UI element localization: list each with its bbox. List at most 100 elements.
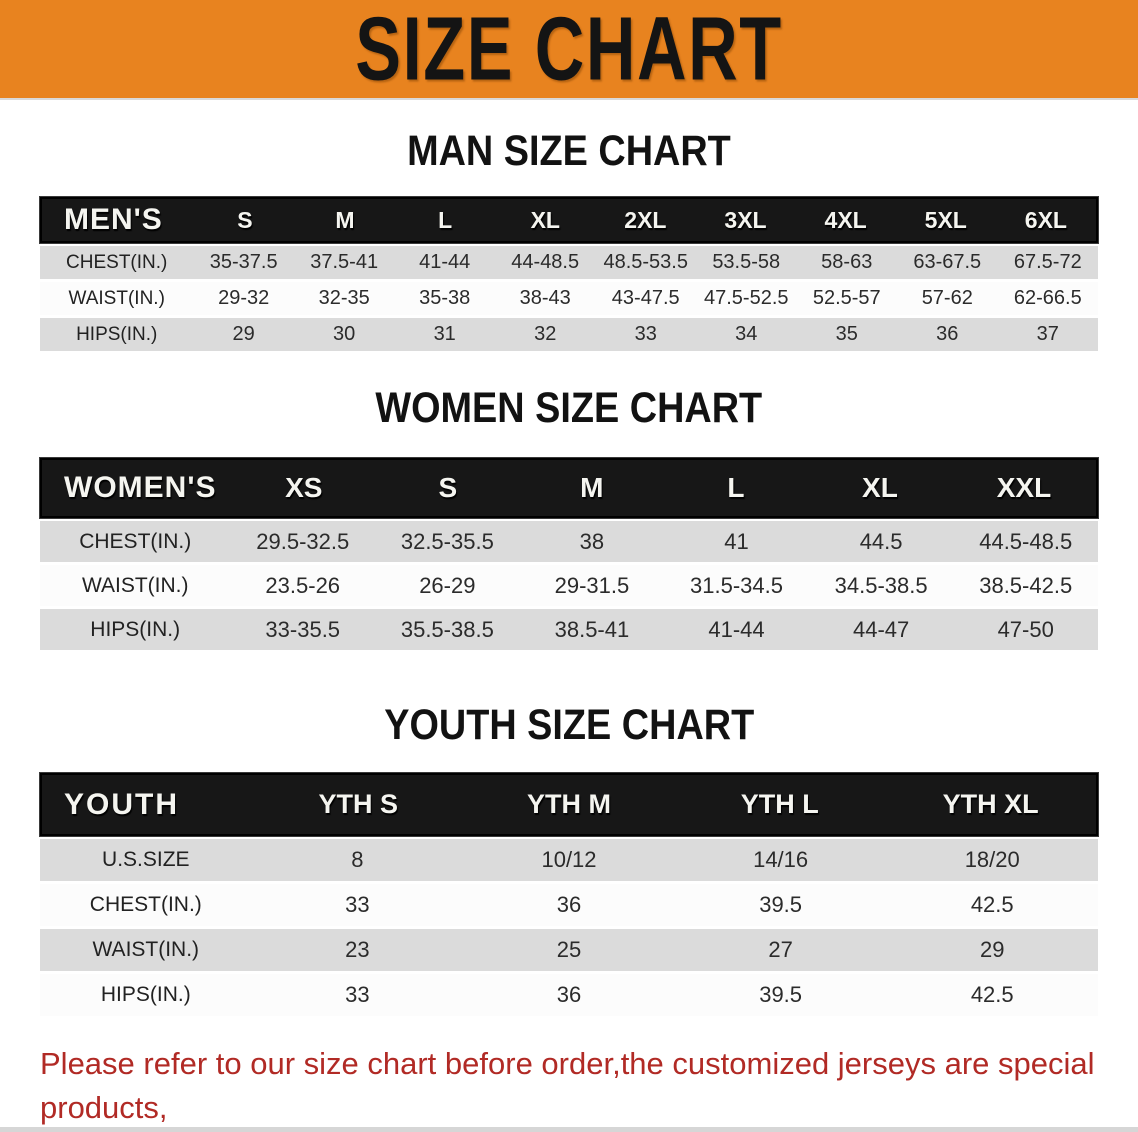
table-row: U.S.SIZE 8 10/12 14/16 18/20 <box>40 839 1098 881</box>
size-value-cell: 58-63 <box>821 251 873 273</box>
size-value-cell: 10/12 <box>541 847 597 872</box>
size-value-cell: 41-44 <box>708 616 765 642</box>
size-value-cell: 34.5-38.5 <box>834 572 928 598</box>
size-value-cell: 31.5-34.5 <box>690 572 783 598</box>
size-value-cell: 38 <box>579 528 605 554</box>
size-value-cell: 29 <box>979 937 1005 962</box>
bottom-edge-strip <box>0 1127 1138 1132</box>
size-column-header: M <box>580 472 604 503</box>
table-header-row: WOMEN'S XS S M L XL XXL <box>40 458 1098 518</box>
women-size-chart-heading: WOMEN SIZE CHART <box>0 385 1138 431</box>
size-value-cell: 14/16 <box>753 847 809 872</box>
banner-title: SIZE CHART <box>355 0 783 99</box>
size-column-header: M <box>335 206 355 233</box>
size-value-cell: 31 <box>433 323 456 345</box>
row-label: HIPS(IN.) <box>76 323 158 345</box>
size-value-cell: 47.5-52.5 <box>703 287 789 309</box>
size-value-cell: 33-35.5 <box>265 616 341 642</box>
size-value-cell: 62-66.5 <box>1013 287 1082 309</box>
row-label: WAIST(IN.) <box>81 573 189 597</box>
size-value-cell: 67.5-72 <box>1013 251 1082 273</box>
size-chart-banner: SIZE CHART <box>0 0 1138 100</box>
women-size-table: WOMEN'S XS S M L XL XXL CHEST(IN.) 29.5-32.5 32.5… <box>40 458 1098 650</box>
table-header-row: MEN'S S M L XL 2XL 3XL 4XL 5XL 6XL <box>40 197 1098 243</box>
size-value-cell: 27 <box>768 937 793 962</box>
women-size-chart-heading-text: WOMEN SIZE CHART <box>375 384 763 432</box>
size-value-cell: 35.5-38.5 <box>400 616 494 642</box>
table-title-cell: YOUTH <box>64 787 179 821</box>
row-label: WAIST(IN.) <box>68 287 165 309</box>
size-value-cell: 33 <box>634 323 657 345</box>
size-value-cell: 35-38 <box>419 287 471 309</box>
size-value-cell: 34 <box>735 323 758 345</box>
size-column-header: XL <box>530 206 560 233</box>
order-disclaimer: Please refer to our size chart before or… <box>40 1042 1098 1132</box>
table-row: WAIST(IN.) 23.5-26 26-29 29-31.5 31.5-34.5 34… <box>40 565 1098 606</box>
size-value-cell: 37.5-41 <box>310 251 379 273</box>
row-label: HIPS(IN.) <box>100 983 191 1006</box>
size-column-header: YTH M <box>526 789 611 819</box>
size-value-cell: 36 <box>556 982 582 1007</box>
size-value-cell: 48.5-53.5 <box>603 251 688 273</box>
man-size-chart-heading: MAN SIZE CHART <box>0 128 1138 174</box>
size-value-cell: 44-47 <box>852 616 910 642</box>
size-value-cell: 63-67.5 <box>913 251 982 273</box>
size-value-cell: 32 <box>534 323 557 345</box>
youth-size-chart-heading-text: YOUTH SIZE CHART <box>383 701 754 749</box>
man-size-chart-heading-text: MAN SIZE CHART <box>407 127 731 175</box>
size-column-header: L <box>727 472 745 503</box>
size-value-cell: 53.5-58 <box>712 251 781 273</box>
size-value-cell: 18/20 <box>964 847 1020 872</box>
size-value-cell: 42.5 <box>970 892 1014 917</box>
size-value-cell: 32-35 <box>318 287 370 309</box>
size-column-header: XL <box>862 472 898 503</box>
size-value-cell: 44.5-48.5 <box>979 528 1073 554</box>
size-value-cell: 44.5 <box>859 528 903 554</box>
size-column-header: S <box>237 206 253 233</box>
size-column-header: L <box>438 206 453 233</box>
table-row: CHEST(IN.) 29.5-32.5 32.5-35.5 38 41 44.5 44.5… <box>40 521 1098 562</box>
size-value-cell: 35 <box>835 323 858 345</box>
row-label: U.S.SIZE <box>102 848 190 871</box>
size-value-cell: 38.5-41 <box>554 616 630 642</box>
size-value-cell: 29.5-32.5 <box>256 528 350 554</box>
size-value-cell: 29-32 <box>218 287 270 309</box>
table-row: WAIST(IN.) 23 25 27 29 <box>40 929 1098 971</box>
row-label: CHEST(IN.) <box>66 251 168 273</box>
size-column-header: 4XL <box>824 206 867 233</box>
size-value-cell: 33 <box>345 892 370 917</box>
size-value-cell: 23 <box>345 937 370 962</box>
row-label: CHEST(IN.) <box>89 893 202 916</box>
size-value-cell: 25 <box>556 937 582 962</box>
size-column-header: YTH S <box>318 789 398 819</box>
size-column-header: XS <box>285 472 323 503</box>
table-row: WAIST(IN.) 29-32 32-35 35-38 38-43 43-47.5 47.… <box>40 282 1098 315</box>
table-title-cell: MEN'S <box>64 203 163 236</box>
disclaimer-line-1: Please refer to our size chart before or… <box>40 1046 1095 1126</box>
table-row: HIPS(IN.) 33-35.5 35.5-38.5 38.5-41 41-44 44-… <box>40 609 1098 650</box>
size-value-cell: 26-29 <box>419 572 476 598</box>
size-column-header: S <box>438 472 458 503</box>
row-label: WAIST(IN.) <box>92 938 200 961</box>
table-row: CHEST(IN.) 33 36 39.5 42.5 <box>40 884 1098 926</box>
table-header-row: YOUTH YTH S YTH M YTH L YTH XL <box>40 773 1098 836</box>
size-value-cell: 39.5 <box>759 892 803 917</box>
table-row: HIPS(IN.) 29 30 31 32 33 34 35 36 37 <box>40 318 1098 351</box>
table-row: HIPS(IN.) 33 36 39.5 42.5 <box>40 974 1098 1016</box>
size-column-header: XXL <box>996 472 1052 503</box>
youth-size-chart-heading: YOUTH SIZE CHART <box>0 702 1138 748</box>
men-size-table: MEN'S S M L XL 2XL 3XL 4XL 5XL 6XL CHEST(IN.) 35-37… <box>40 197 1098 351</box>
table-row: CHEST(IN.) 35-37.5 37.5-41 41-44 44-48.5 48.5… <box>40 246 1098 279</box>
size-value-cell: 39.5 <box>759 982 803 1007</box>
size-value-cell: 29 <box>232 323 255 345</box>
row-label: CHEST(IN.) <box>79 529 192 553</box>
size-value-cell: 43-47.5 <box>611 287 680 309</box>
size-value-cell: 23.5-26 <box>265 572 341 598</box>
size-value-cell: 47-50 <box>997 616 1054 642</box>
size-value-cell: 52.5-57 <box>812 287 881 309</box>
size-value-cell: 42.5 <box>970 982 1014 1007</box>
size-value-cell: 41-44 <box>419 251 471 273</box>
size-column-header: 2XL <box>624 206 667 233</box>
size-value-cell: 33 <box>345 982 370 1007</box>
size-value-cell: 32.5-35.5 <box>400 528 494 554</box>
